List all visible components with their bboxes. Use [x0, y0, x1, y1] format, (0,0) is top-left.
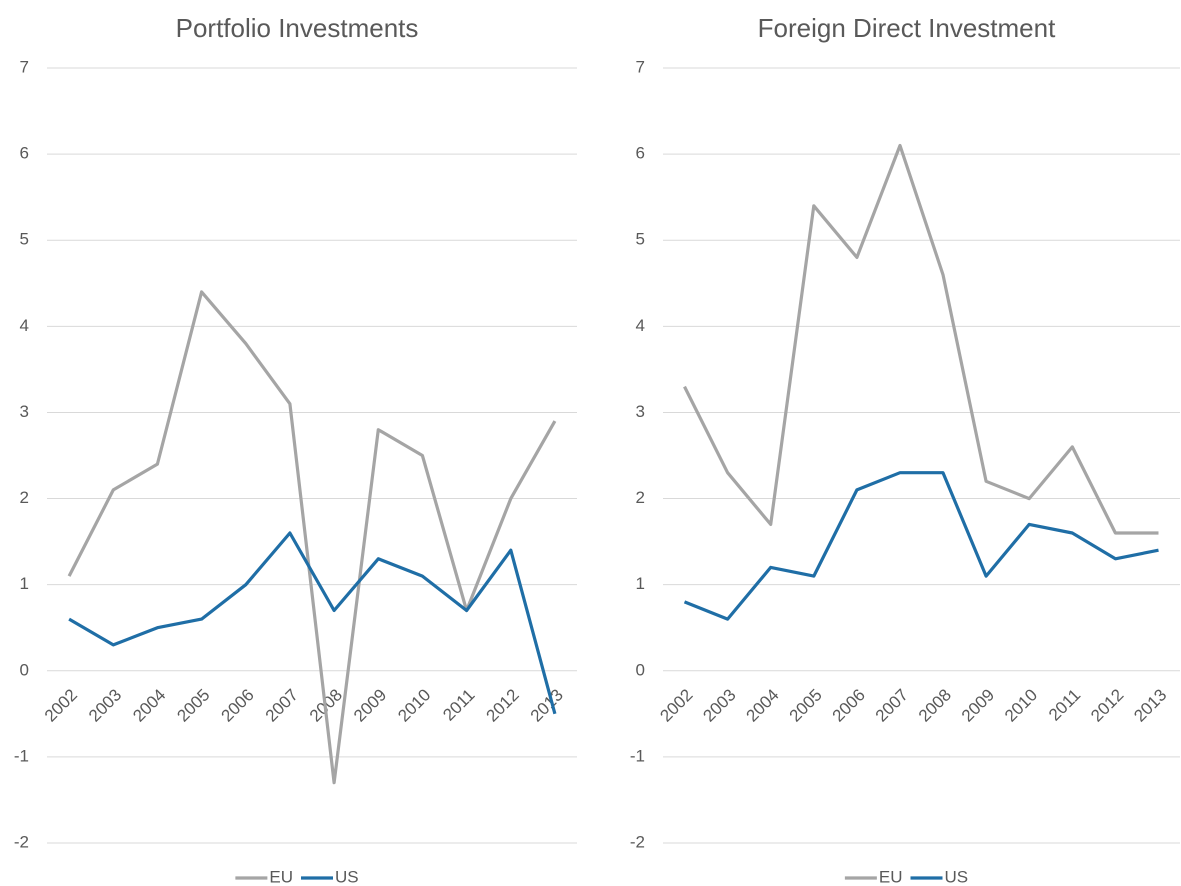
y-tick-label: -2	[630, 832, 645, 851]
x-tick-label: 2004	[129, 685, 169, 725]
x-tick-label: 2003	[85, 685, 125, 725]
y-tick-label: 0	[636, 660, 645, 679]
y-tick-label: 0	[20, 660, 29, 679]
legend-label: EU	[269, 867, 293, 886]
y-tick-label: 7	[20, 57, 29, 76]
y-tick-label: -1	[14, 746, 29, 765]
line-series	[683, 471, 1159, 621]
x-tick-label: 2002	[656, 685, 696, 725]
chart-title: Foreign Direct Investment	[758, 13, 1056, 43]
legend-label: EU	[879, 867, 903, 886]
y-tick-label: 6	[20, 144, 29, 163]
legend-label: US	[945, 867, 969, 886]
line-series	[68, 531, 557, 715]
y-tick-label: 1	[636, 574, 645, 593]
line-series	[683, 143, 1159, 535]
x-tick-label: 2011	[439, 685, 478, 724]
y-tick-label: 2	[636, 488, 645, 507]
x-tick-label: 2010	[1001, 685, 1041, 725]
y-tick-label: 4	[636, 316, 645, 335]
y-tick-label: 1	[20, 574, 29, 593]
x-tick-label: 2006	[829, 685, 869, 725]
x-tick-label: 2007	[872, 685, 912, 725]
x-tick-label: 2012	[1087, 685, 1127, 725]
x-tick-label: 2003	[699, 685, 739, 725]
legend-label: US	[335, 867, 359, 886]
y-tick-label: -2	[14, 832, 29, 851]
y-tick-label: 7	[636, 57, 645, 76]
y-tick-label: 2	[20, 488, 29, 507]
y-tick-label: 3	[20, 402, 29, 421]
x-tick-label: 2004	[743, 685, 783, 725]
x-tick-label: 2009	[958, 685, 998, 725]
y-tick-label: 5	[20, 230, 29, 249]
x-tick-label: 2010	[394, 685, 434, 725]
x-tick-label: 2006	[218, 685, 258, 725]
y-tick-label: -1	[630, 746, 645, 765]
x-tick-label: 2007	[262, 685, 302, 725]
x-tick-label: 2008	[915, 685, 955, 725]
x-tick-label: 2005	[786, 685, 826, 725]
chart-title: Portfolio Investments	[176, 13, 419, 43]
x-tick-label: 2013	[1130, 685, 1170, 725]
x-tick-label: 2009	[350, 685, 390, 725]
x-tick-label: 2012	[483, 685, 523, 725]
line-series	[67, 290, 557, 785]
x-tick-label: 2013	[527, 685, 567, 725]
y-tick-label: 4	[20, 316, 29, 335]
y-tick-label: 6	[636, 144, 645, 163]
x-tick-label: 2005	[173, 685, 213, 725]
x-tick-label: 2002	[41, 685, 81, 725]
y-tick-label: 3	[636, 402, 645, 421]
y-tick-label: 5	[636, 230, 645, 249]
x-tick-label: 2011	[1045, 685, 1084, 724]
